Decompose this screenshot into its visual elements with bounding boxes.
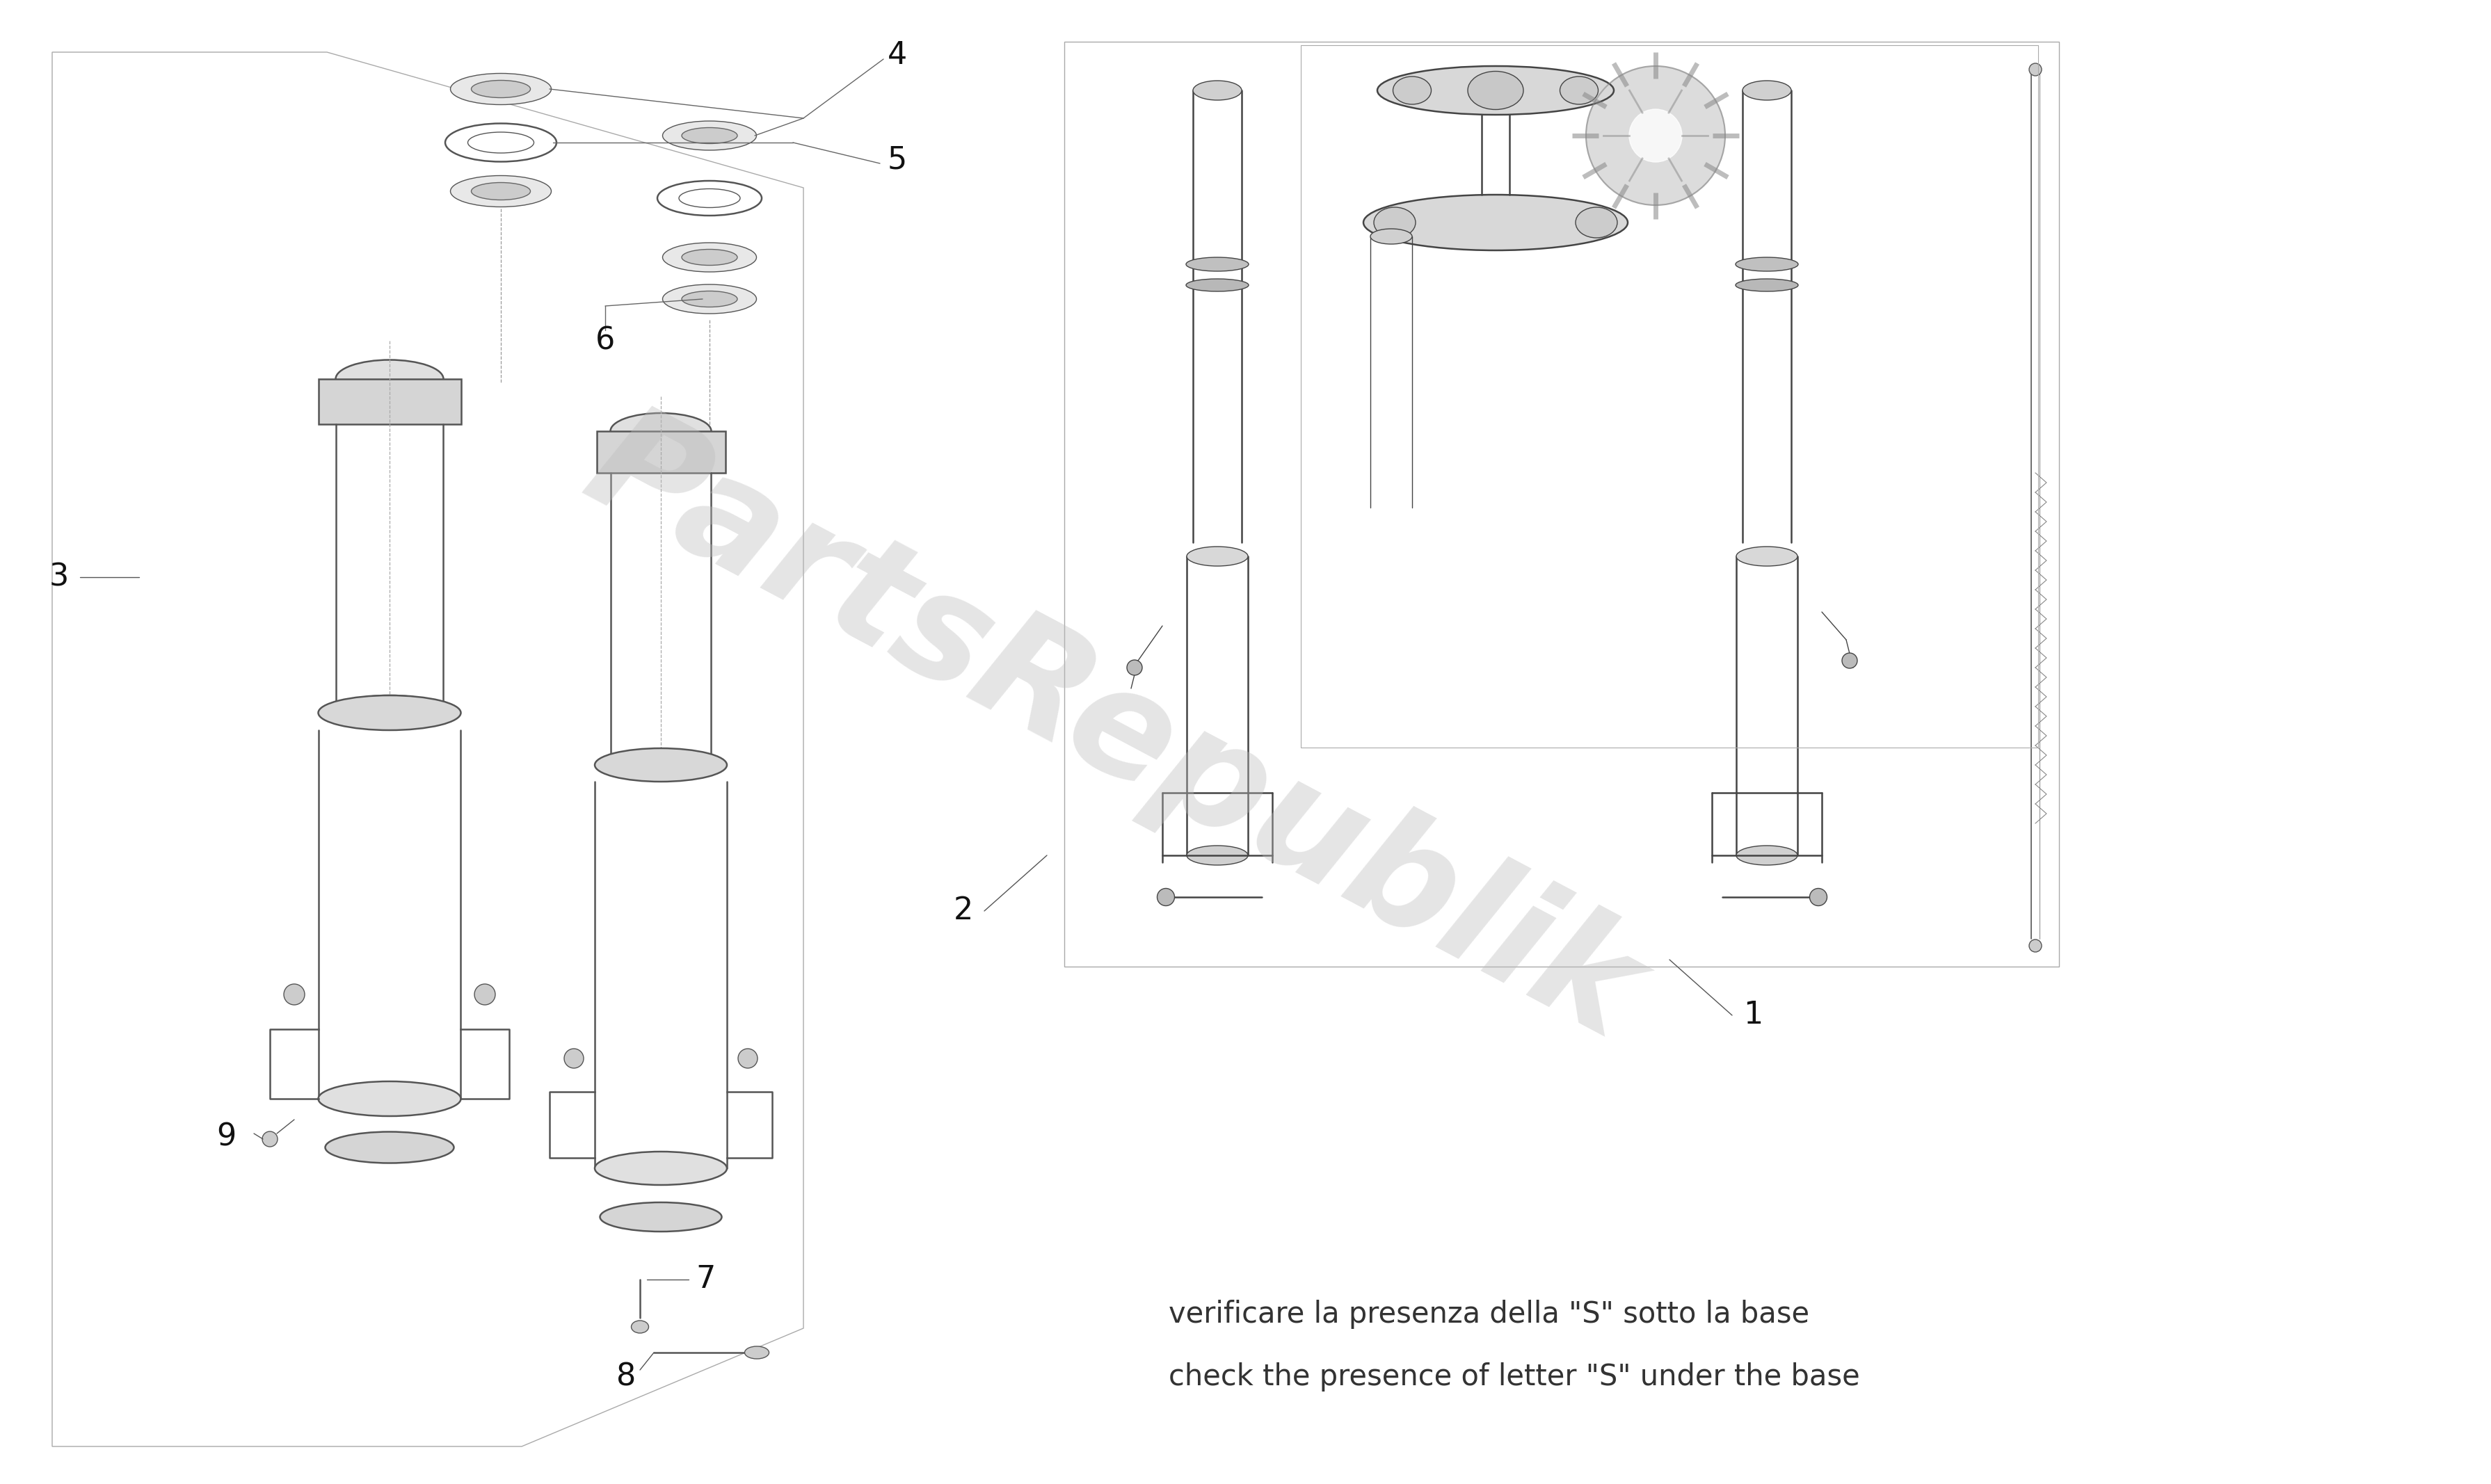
Ellipse shape bbox=[451, 73, 551, 105]
Ellipse shape bbox=[2030, 64, 2043, 76]
Ellipse shape bbox=[1158, 889, 1176, 905]
Ellipse shape bbox=[1186, 257, 1248, 272]
Ellipse shape bbox=[1841, 653, 1858, 668]
Ellipse shape bbox=[1559, 77, 1599, 104]
Ellipse shape bbox=[563, 1049, 583, 1068]
Text: check the presence of letter "S" under the base: check the presence of letter "S" under t… bbox=[1168, 1362, 1861, 1392]
Ellipse shape bbox=[663, 243, 757, 272]
Ellipse shape bbox=[1744, 80, 1791, 99]
Text: 9: 9 bbox=[217, 1122, 237, 1152]
Ellipse shape bbox=[1378, 67, 1614, 114]
Text: 1: 1 bbox=[1744, 1000, 1764, 1030]
Ellipse shape bbox=[1808, 889, 1826, 905]
Ellipse shape bbox=[745, 1346, 770, 1359]
Ellipse shape bbox=[658, 181, 762, 215]
Ellipse shape bbox=[319, 696, 461, 730]
Text: 6: 6 bbox=[595, 326, 615, 356]
Ellipse shape bbox=[1193, 80, 1241, 99]
Ellipse shape bbox=[1186, 546, 1248, 565]
Ellipse shape bbox=[1577, 208, 1617, 237]
Ellipse shape bbox=[1736, 846, 1799, 865]
Ellipse shape bbox=[663, 285, 757, 313]
Ellipse shape bbox=[630, 1321, 648, 1333]
Text: 3: 3 bbox=[50, 562, 70, 592]
Ellipse shape bbox=[1186, 279, 1248, 291]
Ellipse shape bbox=[737, 1049, 757, 1068]
Circle shape bbox=[1587, 67, 1726, 205]
Text: 4: 4 bbox=[887, 40, 907, 71]
Ellipse shape bbox=[1375, 208, 1415, 237]
Ellipse shape bbox=[1736, 279, 1799, 291]
Ellipse shape bbox=[1736, 257, 1799, 272]
Ellipse shape bbox=[663, 122, 757, 150]
Ellipse shape bbox=[446, 123, 555, 162]
Bar bbox=[1300, 45, 2038, 748]
Ellipse shape bbox=[683, 291, 737, 307]
Text: 2: 2 bbox=[954, 896, 974, 926]
Circle shape bbox=[1629, 110, 1681, 162]
Ellipse shape bbox=[326, 1132, 453, 1163]
Ellipse shape bbox=[451, 175, 551, 206]
Ellipse shape bbox=[336, 696, 443, 723]
Ellipse shape bbox=[1392, 77, 1432, 104]
Ellipse shape bbox=[595, 1152, 727, 1186]
Ellipse shape bbox=[471, 183, 531, 200]
Ellipse shape bbox=[1186, 846, 1248, 865]
Ellipse shape bbox=[1736, 546, 1799, 565]
Ellipse shape bbox=[473, 984, 496, 1005]
Text: 5: 5 bbox=[887, 145, 907, 175]
Text: PartsRepublik: PartsRepublik bbox=[563, 392, 1664, 1068]
Ellipse shape bbox=[680, 188, 740, 208]
Ellipse shape bbox=[1467, 71, 1524, 110]
Ellipse shape bbox=[595, 748, 727, 782]
Text: 8: 8 bbox=[615, 1362, 635, 1392]
Text: 7: 7 bbox=[695, 1264, 715, 1294]
Ellipse shape bbox=[262, 1131, 277, 1147]
Ellipse shape bbox=[468, 132, 533, 153]
Bar bbox=[598, 432, 725, 473]
Ellipse shape bbox=[683, 128, 737, 144]
Bar bbox=[1064, 42, 2060, 966]
Bar bbox=[319, 378, 461, 424]
Ellipse shape bbox=[610, 752, 712, 778]
Ellipse shape bbox=[284, 984, 304, 1005]
Ellipse shape bbox=[1363, 194, 1627, 251]
Ellipse shape bbox=[336, 361, 443, 398]
Ellipse shape bbox=[610, 413, 712, 450]
Ellipse shape bbox=[683, 249, 737, 266]
Ellipse shape bbox=[1370, 229, 1412, 243]
Text: verificare la presenza della "S" sotto la base: verificare la presenza della "S" sotto l… bbox=[1168, 1300, 1808, 1330]
Ellipse shape bbox=[471, 80, 531, 98]
Ellipse shape bbox=[319, 1082, 461, 1116]
Ellipse shape bbox=[1126, 660, 1143, 675]
Ellipse shape bbox=[2030, 939, 2043, 953]
Ellipse shape bbox=[600, 1202, 722, 1232]
